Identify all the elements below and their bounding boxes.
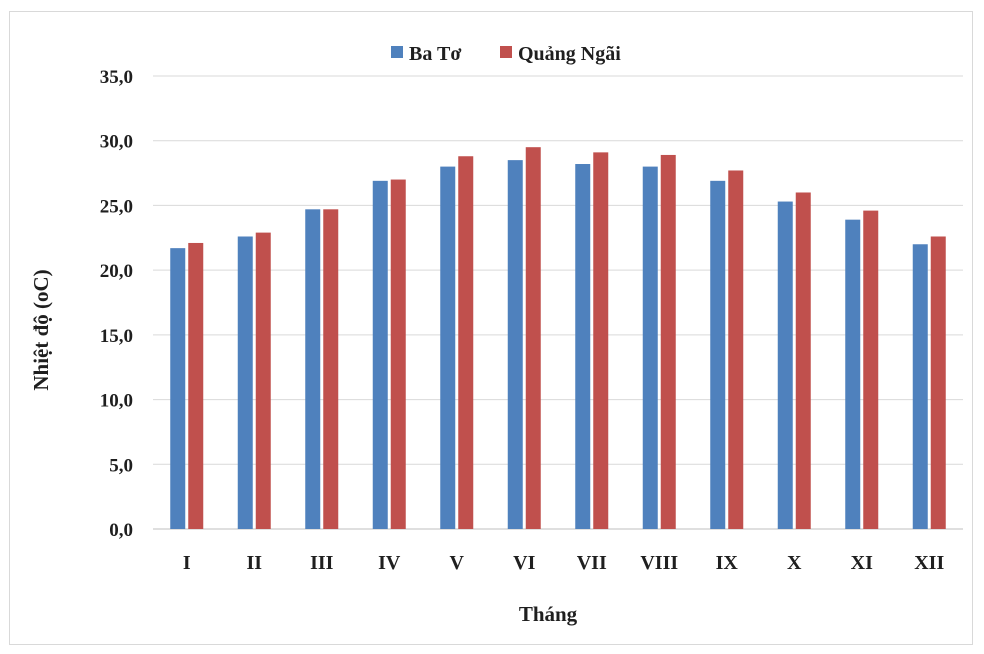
- x-category-label: VIII: [640, 552, 678, 574]
- x-category-label: XI: [851, 552, 873, 574]
- x-category-label: III: [310, 552, 334, 574]
- x-axis-categories: I II III IV V VI VII VIII IX X XI XII: [183, 552, 945, 574]
- x-category-label: V: [450, 552, 465, 574]
- bars: [170, 147, 946, 530]
- bar-quang-ngai: [458, 156, 474, 529]
- bar-ba-to: [170, 248, 186, 529]
- y-axis-title: Nhiệt độ (oC): [29, 269, 53, 390]
- x-axis-title: Tháng: [519, 602, 578, 626]
- legend-swatch-quang-ngai: [500, 46, 512, 58]
- x-category-label: I: [183, 552, 191, 574]
- bar-ba-to: [507, 160, 523, 529]
- y-tick-label: 30,0: [100, 132, 133, 153]
- bar-quang-ngai: [593, 152, 609, 529]
- bar-quang-ngai: [323, 209, 339, 529]
- bar-quang-ngai: [390, 179, 406, 530]
- bar-quang-ngai: [525, 147, 541, 529]
- x-category-label: VII: [577, 552, 607, 574]
- y-axis-ticks: 0,0 5,0 10,0 15,0 20,0 25,0 30,0 35,0: [100, 67, 133, 541]
- x-category-label: II: [246, 552, 262, 574]
- x-category-label: IX: [716, 552, 739, 574]
- x-category-label: X: [787, 552, 802, 574]
- y-tick-label: 0,0: [109, 520, 133, 541]
- bar-quang-ngai: [863, 210, 879, 529]
- bar-ba-to: [777, 201, 793, 529]
- legend-label-ba-to: Ba Tơ: [409, 43, 461, 65]
- bar-quang-ngai: [188, 242, 204, 529]
- x-category-label: VI: [513, 552, 535, 574]
- bar-ba-to: [440, 166, 456, 529]
- bar-ba-to: [642, 166, 658, 529]
- chart-frame: [9, 11, 973, 645]
- bar-quang-ngai: [795, 192, 811, 529]
- bar-ba-to: [237, 236, 253, 529]
- legend-swatch-ba-to: [391, 46, 403, 58]
- bar-ba-to: [305, 209, 321, 529]
- legend: Ba Tơ Quảng Ngãi: [391, 43, 621, 65]
- y-tick-label: 15,0: [100, 326, 133, 347]
- y-tick-label: 20,0: [100, 261, 133, 282]
- bar-ba-to: [912, 244, 928, 529]
- y-tick-label: 35,0: [100, 67, 133, 88]
- gridlines: [153, 75, 963, 530]
- bar-ba-to: [372, 180, 388, 529]
- legend-label-quang-ngai: Quảng Ngãi: [518, 43, 621, 65]
- y-tick-label: 10,0: [100, 391, 133, 412]
- bar-quang-ngai: [930, 236, 946, 529]
- bar-ba-to: [710, 180, 726, 529]
- y-tick-label: 25,0: [100, 196, 133, 217]
- bar-ba-to: [575, 164, 591, 530]
- bar-ba-to: [845, 219, 861, 529]
- x-category-label: XII: [914, 552, 944, 574]
- bar-quang-ngai: [660, 154, 676, 530]
- x-category-label: IV: [378, 552, 401, 574]
- y-tick-label: 5,0: [109, 455, 133, 476]
- bar-quang-ngai: [728, 170, 744, 530]
- bar-quang-ngai: [255, 232, 271, 529]
